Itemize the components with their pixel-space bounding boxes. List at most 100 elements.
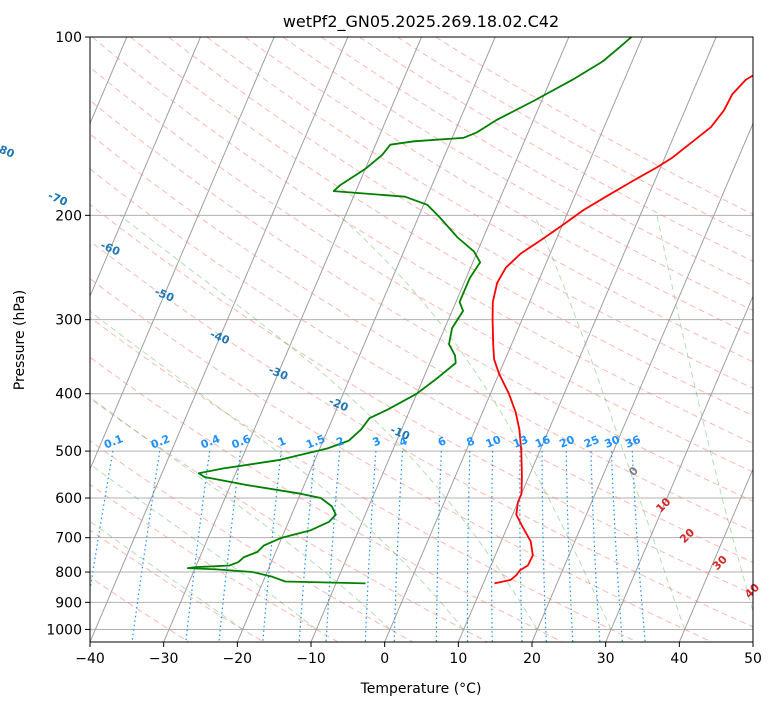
- mixing-ratio-label: 20: [557, 433, 576, 451]
- x-axis-label: Temperature (°C): [360, 681, 482, 697]
- mixing-ratio-label: 16: [533, 433, 552, 451]
- moist-adiabat-line: [90, 520, 243, 630]
- chart-title: wetPf2_GN05.2025.269.18.02.C42: [283, 12, 559, 32]
- moist-adiabat-line: [90, 463, 317, 630]
- mixing-ratio-line: [298, 451, 316, 642]
- y-tick-label: 100: [55, 30, 82, 46]
- mixing-ratio-label: 25: [582, 433, 601, 451]
- y-tick-label: 700: [55, 531, 82, 547]
- moist-adiabat-line: [90, 396, 391, 630]
- dry-adiabat-line: [90, 133, 753, 533]
- isotherm-line: [531, 122, 753, 642]
- dry-adiabat-line: [90, 397, 488, 642]
- isotherm-line: [457, 37, 717, 642]
- dry-adiabat-line: [244, 37, 753, 337]
- y-tick-label: 300: [55, 313, 82, 329]
- dry-adiabat-line: [90, 203, 753, 595]
- y-tick-label: 600: [55, 491, 82, 507]
- isotherm-label: -20: [327, 395, 351, 415]
- isotherm-label: -30: [267, 363, 291, 383]
- x-tick-label: −20: [223, 651, 253, 667]
- y-tick-label: 1000: [46, 622, 82, 638]
- mixing-ratio-label: 30: [603, 433, 622, 451]
- x-tick-label: −40: [75, 651, 105, 667]
- isotherm-label: -70: [46, 189, 70, 209]
- x-tick-label: −30: [149, 651, 179, 667]
- isotherm-label: -50: [153, 285, 177, 305]
- mixing-ratio-label: 36: [623, 433, 642, 451]
- mixing-ratio-label: 0.6: [230, 432, 253, 451]
- y-tick-label: 900: [55, 595, 82, 611]
- y-axis-label: Pressure (hPa): [12, 290, 28, 390]
- y-axis: 100 200 300 400 500 600 700 800 900 1000: [46, 30, 90, 638]
- mixing-ratio-label: 3: [371, 434, 383, 449]
- dry-adiabat-line: [91, 37, 753, 444]
- moist-adiabat-label: 30: [710, 553, 730, 573]
- mixing-ratio-line: [519, 451, 523, 642]
- dry-adiabat-line: [90, 278, 712, 642]
- x-tick-label: 0: [380, 651, 389, 667]
- dry-adiabat-line: [168, 37, 753, 389]
- mixing-ratio-label: 0.2: [149, 432, 172, 451]
- mixing-ratio-label: 0.4: [199, 432, 222, 451]
- isotherm-line: [236, 37, 496, 642]
- dewpoint-line: [186, 37, 633, 585]
- mixing-ratio-line: [541, 451, 547, 642]
- mixing-ratio-line: [466, 451, 471, 642]
- isotherm-line: [678, 467, 753, 642]
- moist-adiabat-line: [338, 214, 612, 630]
- isotherm-line: [90, 37, 349, 642]
- isotherm-line: [90, 37, 201, 298]
- x-axis: −40 −30 −20 −10 0 10 20 30 40 50: [75, 642, 762, 667]
- y-tick-label: 400: [55, 387, 82, 403]
- plot-frame: [89, 36, 754, 643]
- background-lines: [90, 37, 753, 642]
- dry-adiabat-line: [90, 440, 414, 642]
- isotherm-label: -40: [208, 328, 232, 348]
- mixing-ratio-label: 2: [334, 434, 346, 449]
- x-tick-label: 50: [744, 651, 762, 667]
- dry-adiabat-line: [397, 37, 753, 239]
- dry-adiabat-line: [359, 37, 753, 262]
- dry-adiabat-line: [206, 37, 753, 363]
- mixing-ratio-line: [590, 451, 601, 642]
- moist-adiabat-line: [533, 215, 686, 630]
- mixing-ratio-label: 13: [511, 433, 530, 451]
- mixing-ratio-label: 6: [436, 434, 448, 449]
- dry-adiabat-line: [90, 168, 753, 563]
- y-tick-label: 800: [55, 565, 82, 581]
- isotherm-label: -80: [0, 141, 17, 161]
- mixing-ratio-line: [435, 451, 442, 642]
- mixing-ratio-line: [131, 451, 161, 642]
- mixing-ratio-label: 10: [484, 433, 503, 451]
- mixing-ratio-line: [631, 451, 646, 642]
- x-tick-label: −10: [296, 651, 326, 667]
- dry-adiabat-line: [90, 356, 563, 642]
- isotherm-label: -60: [99, 239, 123, 259]
- temperature-line: [491, 74, 753, 585]
- mixing-ratio-label: 8: [465, 434, 477, 449]
- y-tick-label: 200: [55, 208, 82, 224]
- moist-adiabat-line: [656, 215, 753, 613]
- dry-adiabat-line: [90, 576, 190, 642]
- x-tick-label: 40: [670, 651, 688, 667]
- x-tick-label: 20: [523, 651, 541, 667]
- mixing-ratio-line: [610, 451, 623, 642]
- mixing-ratio-line: [393, 451, 404, 642]
- mixing-ratio-line: [262, 451, 282, 642]
- moist-adiabat-label: 0: [626, 464, 641, 479]
- mixing-ratio-line: [325, 451, 341, 642]
- moist-adiabat-line: [90, 310, 465, 630]
- moist-adiabat-label: 40: [742, 581, 762, 601]
- x-tick-label: 30: [597, 651, 615, 667]
- isotherm-line: [310, 37, 570, 642]
- mixing-ratio-line: [90, 451, 114, 594]
- dry-adiabat-line: [90, 529, 264, 642]
- dry-adiabat-line: [90, 316, 638, 642]
- isotherm-line: [90, 37, 275, 471]
- isotherm-line: [384, 37, 643, 642]
- mixing-ratio-line: [364, 451, 377, 642]
- sounding-lines: [186, 37, 753, 585]
- dry-adiabat-line: [90, 483, 339, 642]
- mixing-ratio-line: [185, 451, 211, 642]
